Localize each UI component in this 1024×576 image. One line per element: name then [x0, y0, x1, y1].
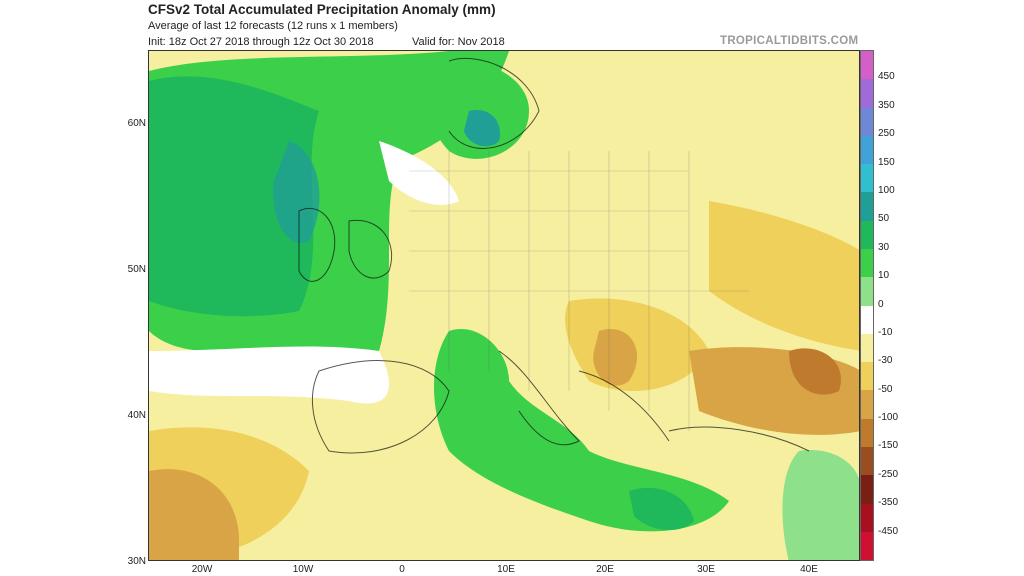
colorbar-segment — [861, 531, 873, 561]
colorbar-segment — [861, 248, 873, 278]
colorbar-segment — [861, 446, 873, 476]
colorbar-label: 10 — [878, 270, 890, 282]
colorbar-label: -30 — [878, 355, 893, 367]
colorbar-segment — [861, 418, 873, 447]
map-title: CFSv2 Total Accumulated Precipitation An… — [148, 2, 496, 17]
colorbar-label: -350 — [878, 497, 899, 509]
colorbar-segment — [861, 305, 873, 334]
colorbar-label: 250 — [878, 128, 895, 140]
init-time: Init: 18z Oct 27 2018 through 12z Oct 30… — [148, 36, 374, 48]
colorbar-segment — [861, 475, 873, 504]
colorbar-label: -450 — [878, 525, 899, 537]
colorbar-segment — [861, 333, 873, 363]
colorbar-label: 450 — [878, 71, 895, 83]
lon-label-20w: 20W — [191, 564, 213, 575]
precip-anomaly-map — [148, 50, 860, 561]
colorbar-segment — [861, 79, 873, 108]
colorbar-label: 150 — [878, 156, 895, 168]
colorbar-segment — [861, 220, 873, 249]
lon-label-30e: 30E — [697, 564, 715, 575]
colorbar-label: 0 — [878, 298, 884, 310]
lat-label-50n: 50N — [127, 264, 146, 275]
source-watermark: TROPICALTIDBITS.COM — [720, 35, 859, 47]
map-subtitle: Average of last 12 forecasts (12 runs x … — [148, 20, 398, 32]
lon-label-10e: 10E — [497, 564, 515, 575]
colorbar-segment — [861, 362, 873, 391]
colorbar-label: -100 — [878, 412, 899, 424]
lon-label-40e: 40E — [800, 564, 818, 575]
lon-label-0: 0 — [399, 564, 405, 575]
map-field — [149, 51, 859, 560]
lat-label-60n: 60N — [127, 118, 146, 129]
valid-time: Valid for: Nov 2018 — [412, 36, 505, 48]
colorbar-label: -150 — [878, 440, 899, 452]
colorbar-label: -10 — [878, 326, 893, 338]
colorbar-segment — [861, 192, 873, 221]
lat-label-30n: 30N — [127, 556, 146, 567]
colorbar-label: -50 — [878, 383, 893, 395]
colorbar-label: 100 — [878, 184, 895, 196]
colorbar-label: 350 — [878, 99, 895, 111]
colorbar-segment — [861, 390, 873, 419]
colorbar-segment — [861, 107, 873, 136]
colorbar-segment — [861, 135, 873, 165]
colorbar-label: -250 — [878, 468, 899, 480]
colorbar-segment — [861, 277, 873, 306]
colorbar-label: 50 — [878, 213, 890, 225]
colorbar-segment — [861, 164, 873, 193]
colorbar-segment — [861, 503, 873, 532]
colorbar — [860, 50, 874, 561]
lon-label-20e: 20E — [596, 564, 614, 575]
colorbar-segment — [861, 51, 873, 80]
colorbar-label: 30 — [878, 241, 890, 253]
lon-label-10w: 10W — [292, 564, 314, 575]
lat-label-40n: 40N — [127, 410, 146, 421]
